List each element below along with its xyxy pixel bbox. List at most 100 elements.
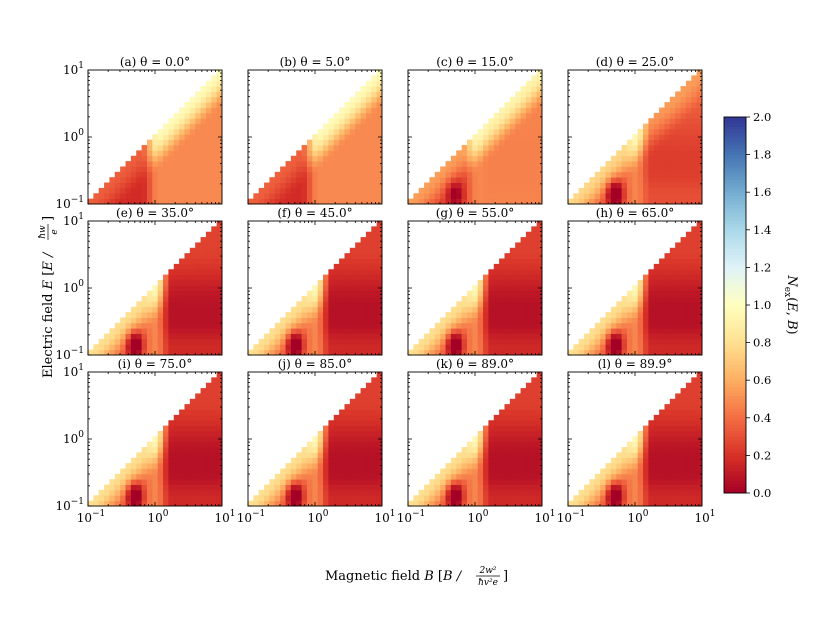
heatmap-cell — [515, 430, 521, 437]
heatmap-cell — [376, 123, 383, 130]
heatmap-cell — [434, 193, 441, 200]
heatmap-cell — [269, 193, 276, 200]
heatmap-cell — [477, 187, 484, 194]
heatmap-cell — [146, 182, 153, 189]
heatmap-cell — [141, 457, 148, 464]
heatmap-cell — [483, 177, 489, 183]
heatmap-cell — [685, 430, 692, 437]
heatmap-cell — [195, 484, 201, 491]
heatmap-cell — [483, 328, 489, 334]
heatmap-cell — [477, 312, 484, 318]
heatmap-cell — [157, 198, 164, 205]
heatmap-cell — [200, 420, 207, 426]
heatmap-cell — [200, 161, 207, 167]
heatmap-cell — [280, 322, 286, 329]
heatmap-cell — [371, 317, 378, 324]
colorbar-swatch — [724, 229, 746, 234]
heatmap-cell — [466, 500, 473, 507]
heatmap-cell — [195, 242, 201, 249]
heatmap-cell — [130, 306, 137, 313]
heatmap-cell — [531, 123, 538, 130]
heatmap-cell — [696, 333, 703, 340]
heatmap-cell — [621, 322, 628, 329]
heatmap-cell — [680, 473, 687, 480]
heatmap-cell — [515, 274, 521, 281]
heatmap-cell — [146, 306, 153, 313]
colorbar-swatch — [724, 326, 746, 331]
heatmap-cell — [669, 263, 676, 270]
heatmap-cell — [531, 479, 538, 485]
heatmap-cell — [211, 226, 218, 233]
heatmap-cell — [696, 242, 703, 249]
heatmap-cell — [312, 452, 319, 459]
heatmap-cell — [515, 150, 521, 157]
heatmap-cell — [536, 145, 543, 151]
heatmap-cell — [626, 495, 633, 502]
heatmap-cell — [296, 155, 302, 162]
heatmap-cell — [515, 263, 521, 270]
heatmap-cell — [344, 473, 351, 480]
heatmap-cell — [280, 495, 286, 502]
heatmap-cell — [344, 322, 351, 329]
heatmap-cell — [200, 452, 207, 459]
heatmap-cell — [349, 420, 356, 426]
heatmap-cell — [344, 344, 351, 351]
heatmap-cell — [515, 161, 521, 167]
heatmap-cell — [173, 274, 180, 281]
heatmap-cell — [493, 463, 500, 469]
heatmap-cell — [184, 161, 191, 167]
heatmap-cell — [493, 473, 500, 480]
panel-title: (i) θ = 75.0° — [118, 357, 193, 371]
heatmap-cell — [333, 279, 340, 286]
colorbar-swatch — [724, 117, 746, 121]
heatmap-cell — [141, 306, 148, 313]
heatmap-cell — [125, 187, 132, 194]
heatmap-cell — [120, 322, 126, 329]
heatmap-cell — [531, 322, 538, 329]
heatmap-cell — [264, 489, 270, 496]
heatmap-cell — [168, 489, 175, 496]
heatmap-cell — [504, 118, 511, 124]
heatmap-cell — [205, 457, 212, 464]
heatmap-cell — [360, 139, 367, 146]
heatmap-cell — [466, 322, 473, 329]
heatmap-cell — [477, 452, 484, 459]
heatmap-cell — [376, 150, 383, 157]
heatmap-cell — [205, 123, 212, 130]
heatmap-cell — [594, 479, 601, 485]
heatmap-cell — [157, 489, 164, 496]
heatmap-cell — [536, 226, 543, 233]
heatmap-cell — [515, 242, 521, 249]
heatmap-cell — [493, 296, 500, 302]
heatmap-cell — [376, 182, 383, 189]
heatmap-cell — [189, 484, 196, 491]
heatmap-cell — [626, 290, 633, 297]
heatmap-cell — [184, 306, 191, 313]
heatmap-cell — [472, 182, 479, 189]
heatmap-cell — [648, 128, 655, 135]
heatmap-cell — [211, 296, 218, 302]
colorbar-swatch — [724, 236, 746, 240]
heatmap-cell — [317, 484, 324, 491]
heatmap-cell — [328, 338, 335, 345]
heatmap-cell — [536, 479, 543, 485]
colorbar-swatch — [724, 214, 746, 218]
heatmap-cell — [626, 145, 633, 151]
heatmap-cell — [355, 193, 361, 200]
heatmap-cell — [440, 328, 446, 334]
heatmap-cell — [168, 193, 175, 200]
heatmap-cell — [360, 86, 367, 92]
heatmap-cell — [493, 495, 500, 502]
heatmap-cell — [152, 452, 159, 459]
heatmap-cell — [653, 436, 660, 443]
heatmap-cell — [371, 177, 378, 183]
heatmap-cell — [675, 171, 681, 178]
heatmap-cell — [531, 290, 538, 297]
heatmap-cell — [520, 344, 527, 351]
y-tick-label: 10−1 — [55, 346, 84, 362]
heatmap-cell — [515, 247, 521, 254]
heatmap-cell — [515, 344, 521, 351]
heatmap-cell — [520, 279, 527, 286]
heatmap-cell — [184, 107, 191, 114]
